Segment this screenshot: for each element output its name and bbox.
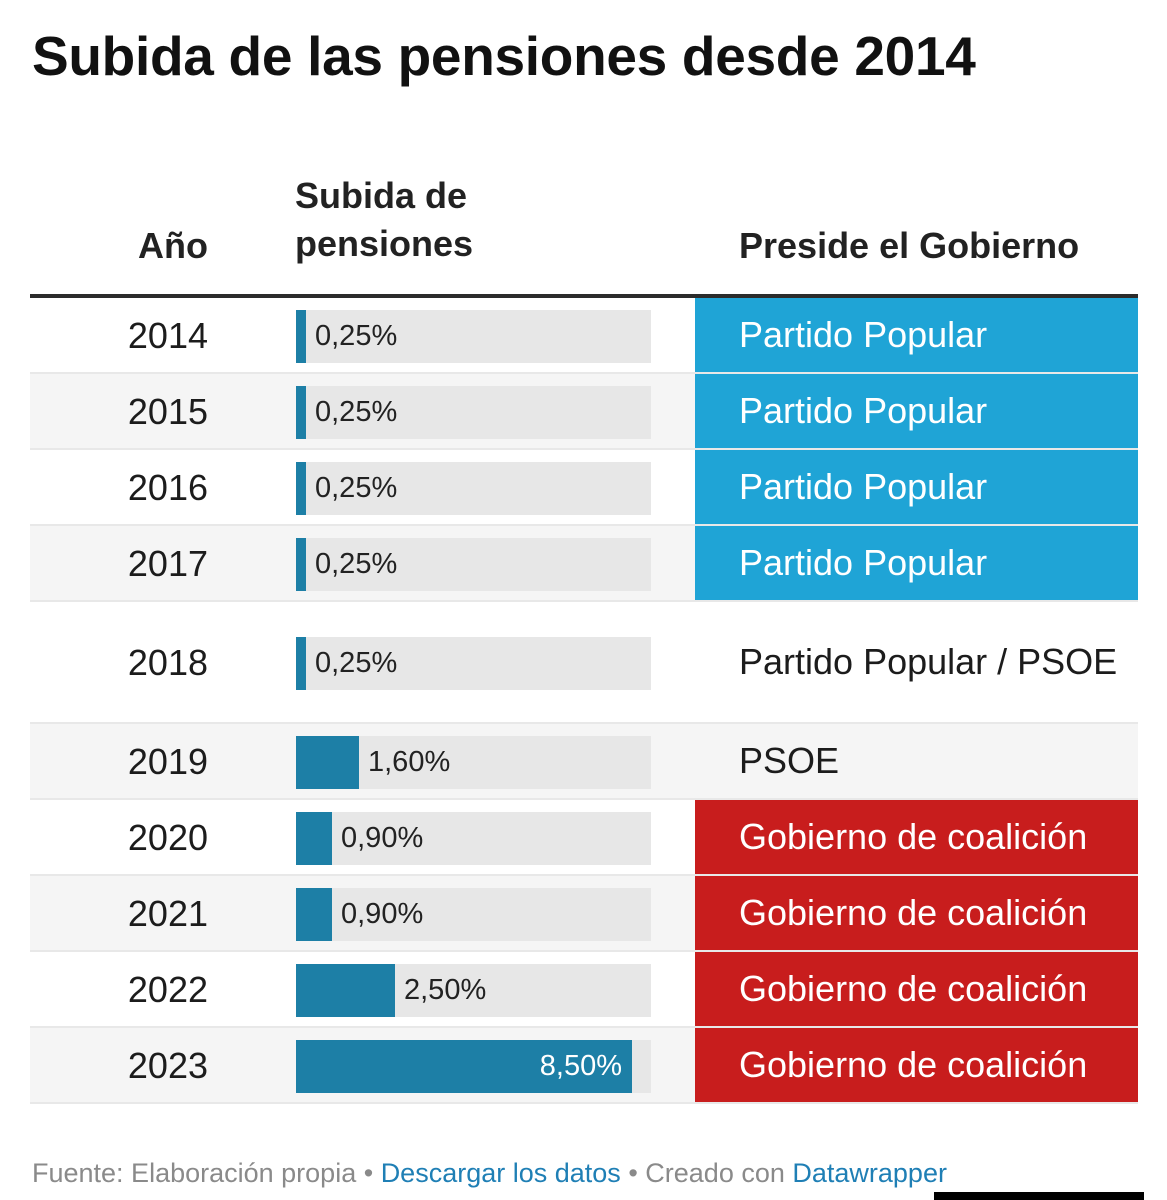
- table-row: 2014 0,25% Partido Popular: [30, 298, 1138, 374]
- table-row: 2017 0,25% Partido Popular: [30, 526, 1138, 602]
- value-label: 0,25%: [315, 547, 398, 580]
- footer: Fuente: Elaboración propia • Descargar l…: [32, 1158, 947, 1189]
- bar-track: 0,90%: [296, 887, 651, 941]
- year-cell: 2015: [127, 391, 208, 432]
- year-cell: 2016: [127, 467, 208, 508]
- value-bar: [296, 537, 306, 591]
- footer-source: Fuente: Elaboración propia: [32, 1158, 357, 1188]
- table-row: 2019 1,60% PSOE: [30, 724, 1138, 800]
- government-cell: Partido Popular: [695, 450, 1138, 524]
- table-row: 2018 0,25% Partido Popular / PSOE: [30, 602, 1138, 724]
- table-row: 2016 0,25% Partido Popular: [30, 450, 1138, 526]
- value-label: 8,50%: [539, 1049, 622, 1082]
- value-bar: [296, 1039, 632, 1093]
- year-cell: 2020: [127, 817, 208, 858]
- government-cell: PSOE: [739, 740, 840, 781]
- value-label: 0,25%: [315, 395, 398, 428]
- government-cell: Gobierno de coalición: [695, 876, 1138, 950]
- bar-track: 0,25%: [296, 537, 651, 591]
- government-cell: Partido Popular / PSOE: [739, 641, 1118, 682]
- bar-track: 0,25%: [296, 385, 651, 439]
- bar-track: 0,25%: [296, 636, 651, 690]
- year-cell: 2017: [127, 543, 208, 584]
- year-cell: 2021: [127, 893, 208, 934]
- value-label: 0,90%: [341, 897, 424, 930]
- value-label: 0,25%: [315, 471, 398, 504]
- government-cell: Gobierno de coalición: [695, 1028, 1138, 1102]
- footer-created-with: Creado con: [645, 1158, 793, 1188]
- table-row: 2023 8,50% Gobierno de coalición: [30, 1028, 1138, 1104]
- year-cell: 2022: [127, 969, 208, 1010]
- column-header-year: Año: [138, 225, 208, 266]
- bar-track: 8,50%: [296, 1039, 651, 1093]
- bar-track: 0,90%: [296, 811, 651, 865]
- column-header-raise: Subida de pensiones: [295, 172, 635, 268]
- bar-track: 1,60%: [296, 735, 651, 789]
- chart-title: Subida de las pensiones desde 2014: [32, 25, 976, 87]
- download-data-link[interactable]: Descargar los datos: [380, 1158, 621, 1188]
- government-cell: Partido Popular: [695, 526, 1138, 600]
- government-cell: Partido Popular: [695, 374, 1138, 448]
- year-cell: 2019: [127, 741, 208, 782]
- table-body: 2014 0,25% Partido Popular 2015 0,25% Partido…: [30, 298, 1138, 1104]
- value-label: 1,60%: [368, 745, 451, 778]
- government-cell: Gobierno de coalición: [695, 952, 1138, 1026]
- column-header-government: Preside el Gobierno: [739, 225, 1080, 266]
- corner-bar: [934, 1192, 1144, 1200]
- value-bar: [296, 636, 306, 690]
- value-bar: [296, 309, 306, 363]
- bar-track: 0,25%: [296, 309, 651, 363]
- value-bar: [296, 735, 359, 789]
- government-cell: Gobierno de coalición: [695, 800, 1138, 874]
- table-row: 2015 0,25% Partido Popular: [30, 374, 1138, 450]
- header-rule: [30, 294, 1138, 298]
- footer-separator: •: [356, 1158, 381, 1188]
- column-header-raise-line2: pensiones: [295, 223, 474, 264]
- datawrapper-link[interactable]: Datawrapper: [792, 1158, 947, 1188]
- year-cell: 2023: [127, 1045, 208, 1086]
- value-bar: [296, 887, 332, 941]
- table-row: 2020 0,90% Gobierno de coalición: [30, 800, 1138, 876]
- bar-track: 0,25%: [296, 461, 651, 515]
- table-row: 2021 0,90% Gobierno de coalición: [30, 876, 1138, 952]
- value-label: 0,25%: [315, 646, 398, 679]
- column-header-raise-line1: Subida de: [295, 175, 468, 216]
- value-bar: [296, 461, 306, 515]
- year-cell: 2018: [127, 642, 208, 683]
- value-bar: [296, 963, 395, 1017]
- government-cell: Partido Popular: [695, 298, 1138, 372]
- table-row: 2022 2,50% Gobierno de coalición: [30, 952, 1138, 1028]
- value-label: 2,50%: [404, 973, 487, 1006]
- value-label: 0,90%: [341, 821, 424, 854]
- value-label: 0,25%: [315, 319, 398, 352]
- value-bar: [296, 385, 306, 439]
- value-bar: [296, 811, 332, 865]
- footer-separator: •: [620, 1158, 646, 1188]
- year-cell: 2014: [127, 315, 208, 356]
- bar-track: 2,50%: [296, 963, 651, 1017]
